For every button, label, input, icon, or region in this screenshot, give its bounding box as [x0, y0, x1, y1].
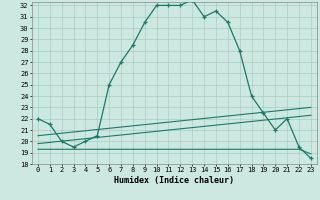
- X-axis label: Humidex (Indice chaleur): Humidex (Indice chaleur): [115, 176, 234, 185]
